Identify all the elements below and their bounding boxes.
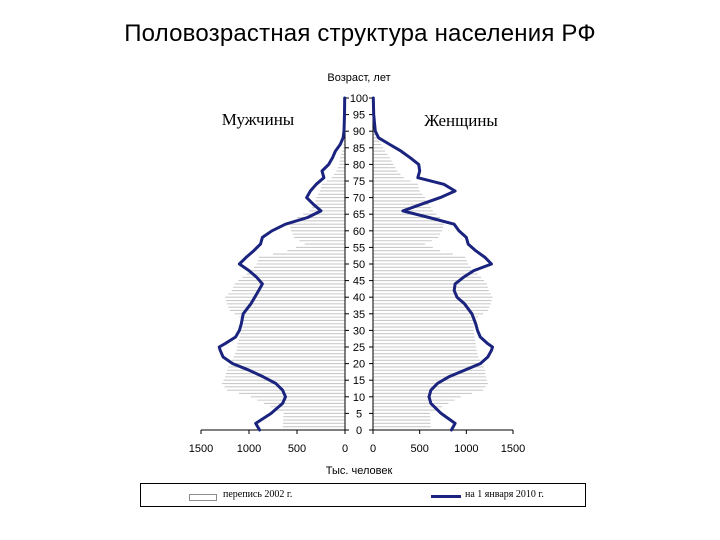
- age-tick-label: 80: [353, 159, 365, 171]
- chart-legend: перепись 2002 г. на 1 января 2010 г.: [140, 483, 586, 507]
- y-axis-label: Возраст, лет: [327, 72, 390, 84]
- age-tick-label: 35: [353, 309, 365, 321]
- legend-item-census-2002: перепись 2002 г.: [223, 489, 293, 500]
- age-tick-label: 95: [353, 110, 365, 122]
- legend-swatch-bars: [189, 494, 217, 501]
- legend-swatch-line: [431, 495, 461, 498]
- series-lines-layer: [217, 96, 494, 432]
- female-panel-label: Женщины: [424, 111, 498, 130]
- age-tick-label: 50: [353, 259, 365, 271]
- age-tick-label: 60: [353, 226, 365, 238]
- age-tick-label: 100: [350, 93, 368, 105]
- series-2010-male-line: [217, 96, 347, 432]
- female-x-tick-label: 1500: [501, 443, 525, 455]
- census-2002-bars-layer: [222, 97, 493, 431]
- axes-layer: [200, 97, 514, 434]
- page-title: Половозрастная структура населения РФ: [124, 20, 596, 47]
- age-tick-label: 85: [353, 143, 365, 155]
- age-tick-label: 25: [353, 342, 365, 354]
- male-x-tick-label: 1000: [237, 443, 261, 455]
- x-axis-label: Тыс. человек: [326, 465, 393, 477]
- male-x-tick-label: 1500: [189, 443, 213, 455]
- age-tick-label: 90: [353, 126, 365, 138]
- age-tick-label: 10: [353, 392, 365, 404]
- age-tick-label: 15: [353, 375, 365, 387]
- age-tick-label: 70: [353, 193, 365, 205]
- age-tick-label: 20: [353, 359, 365, 371]
- age-tick-label: 0: [356, 425, 362, 437]
- age-tick-label: 30: [353, 325, 365, 337]
- female-x-tick-label: 1000: [454, 443, 478, 455]
- female-x-tick-label: 0: [370, 443, 376, 455]
- age-tick-label: 45: [353, 276, 365, 288]
- age-tick-label: 40: [353, 292, 365, 304]
- labels-layer: 0 5 10 15 20 25 30 35 40 45 50 55 60 65 70 75 80 85 90 95 10…: [189, 72, 525, 477]
- female-x-tick-label: 500: [410, 443, 428, 455]
- age-tick-label: 65: [353, 209, 365, 221]
- age-tick-label: 5: [356, 408, 362, 420]
- legend-item-2010: на 1 января 2010 г.: [465, 489, 544, 500]
- age-tick-label: 55: [353, 242, 365, 254]
- population-pyramid-chart: 0 5 10 15 20 25 30 35 40 45 50 55 60 65 70 75 80 85 90 95 10…: [189, 72, 525, 477]
- series-2010-female-line: [371, 96, 494, 432]
- male-x-tick-label: 500: [288, 443, 306, 455]
- male-x-tick-label: 0: [342, 443, 348, 455]
- age-tick-label: 75: [353, 176, 365, 188]
- male-panel-label: Мужчины: [222, 110, 295, 129]
